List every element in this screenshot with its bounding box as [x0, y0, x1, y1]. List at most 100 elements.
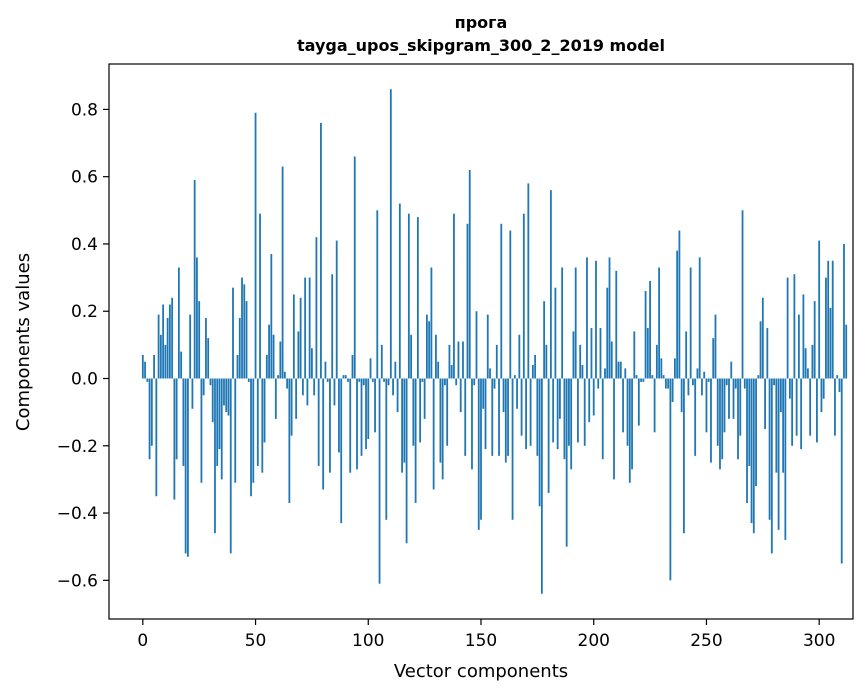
bar-296 — [809, 378, 812, 436]
bar-118 — [407, 213, 410, 379]
bar-304 — [827, 260, 830, 379]
bar-280 — [773, 378, 775, 386]
bar-170 — [525, 378, 527, 450]
bar-83 — [329, 378, 331, 473]
bar-110 — [389, 89, 392, 379]
bar-32 — [214, 378, 216, 534]
bar-163 — [509, 230, 512, 379]
bar-303 — [825, 277, 827, 379]
bar-302 — [822, 378, 825, 399]
bar-179 — [545, 344, 548, 379]
bar-279 — [770, 378, 773, 554]
bar-43 — [238, 317, 241, 379]
bar-184 — [556, 378, 559, 450]
bar-3 — [148, 378, 151, 460]
bar-269 — [748, 378, 751, 466]
bar-177 — [540, 378, 543, 594]
bar-130 — [435, 334, 437, 379]
bar-194 — [579, 344, 582, 379]
bar-165 — [513, 375, 516, 379]
bar-203 — [599, 328, 602, 379]
y-tick-label: −0.4 — [57, 504, 98, 524]
bar-206 — [606, 287, 609, 379]
bar-24 — [196, 257, 198, 379]
bar-215 — [626, 378, 629, 446]
bar-259 — [725, 378, 728, 386]
bar-74 — [308, 277, 311, 379]
bar-166 — [516, 378, 518, 409]
bar-149 — [477, 378, 480, 530]
bar-25 — [198, 301, 201, 379]
bar-117 — [405, 378, 408, 544]
bar-145 — [468, 169, 471, 379]
bar-223 — [644, 291, 647, 379]
bar-188 — [565, 378, 568, 547]
bar-154 — [489, 368, 491, 379]
bar-57 — [270, 254, 273, 379]
bar-230 — [660, 358, 663, 379]
bar-95 — [356, 378, 358, 470]
bar-73 — [306, 378, 309, 406]
bar-283 — [779, 378, 782, 413]
bar-252 — [710, 378, 712, 463]
chart-title: прога — [455, 13, 508, 32]
bar-156 — [493, 378, 496, 389]
bar-48 — [250, 378, 252, 497]
bar-72 — [304, 277, 307, 379]
bar-161 — [504, 378, 507, 463]
chart-subtitle: tayga_upos_skipgram_300_2_2019 model — [297, 36, 665, 55]
bar-139 — [455, 378, 458, 386]
bar-82 — [326, 378, 329, 382]
bar-97 — [360, 378, 363, 456]
bar-55 — [265, 354, 268, 379]
bar-293 — [802, 294, 805, 379]
bar-12 — [168, 304, 171, 379]
bar-168 — [520, 378, 523, 436]
bar-98 — [362, 378, 365, 386]
bar-185 — [559, 378, 561, 419]
bar-306 — [831, 260, 834, 379]
bar-45 — [243, 284, 246, 379]
bar-7 — [157, 314, 160, 379]
bar-86 — [335, 240, 338, 379]
bar-148 — [475, 311, 478, 379]
x-tick-label: 100 — [352, 631, 384, 651]
bar-129 — [432, 378, 435, 490]
bar-190 — [570, 378, 573, 470]
bar-261 — [730, 361, 733, 379]
bar-298 — [813, 301, 816, 379]
bar-6 — [155, 378, 158, 497]
bar-31 — [211, 378, 214, 423]
bar-125 — [423, 378, 426, 419]
bar-288 — [791, 378, 794, 446]
bar-249 — [703, 371, 706, 379]
bar-243 — [689, 267, 692, 379]
bar-175 — [536, 378, 539, 456]
bar-167 — [518, 334, 521, 379]
y-tick-label: 0.2 — [71, 302, 98, 322]
bar-228 — [655, 344, 658, 379]
bar-30 — [209, 378, 212, 386]
bar-36 — [223, 378, 225, 406]
bar-277 — [766, 328, 769, 379]
bar-258 — [723, 378, 726, 433]
bar-90 — [344, 375, 347, 379]
bar-16 — [177, 267, 180, 379]
bar-144 — [466, 223, 469, 379]
bar-146 — [471, 378, 473, 470]
bar-287 — [788, 378, 791, 399]
bar-109 — [387, 378, 390, 386]
bar-80 — [322, 378, 325, 490]
bar-214 — [624, 368, 627, 379]
bar-248 — [701, 378, 703, 396]
bar-265 — [739, 378, 742, 436]
bar-169 — [522, 213, 525, 379]
bar-312 — [845, 324, 848, 379]
bar-310 — [840, 378, 843, 564]
bar-273 — [757, 375, 760, 379]
bar-38 — [227, 378, 230, 416]
bar-47 — [247, 378, 250, 382]
bar-67 — [292, 294, 295, 379]
bar-63 — [283, 371, 286, 379]
bar-142 — [462, 341, 464, 379]
